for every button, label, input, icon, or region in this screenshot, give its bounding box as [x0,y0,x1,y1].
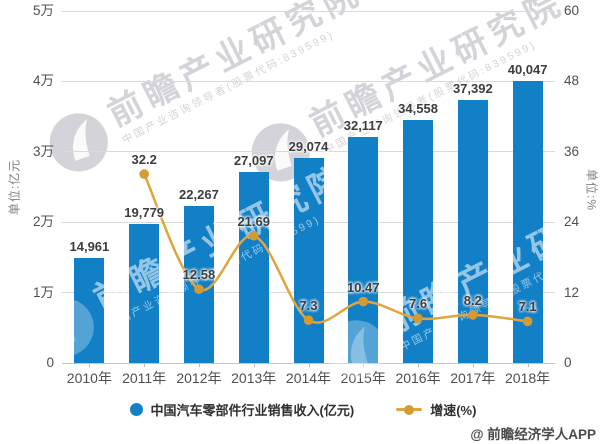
growth-point [139,169,149,179]
growth-point [358,296,369,307]
x-tick-label: 2011年 [122,370,167,386]
growth-point [468,310,478,320]
bar [74,257,105,363]
line-layer [62,11,555,363]
x-tick-label: 2016年 [395,370,441,386]
x-tick-label: 2012年 [176,370,222,386]
x-axis-tick [253,363,255,367]
y-tick-label-right: 0 [564,355,572,370]
x-axis-tick [527,363,529,367]
x-axis-tick [144,363,146,367]
growth-point [413,313,423,324]
y-tick-label-left: 0 [46,355,54,370]
legend-label-growth: 增速(%) [430,403,477,418]
legend-item-revenue: 中国汽车零部件行业销售收入(亿元) [129,400,355,419]
growth-value-label: 7.6 [409,296,428,312]
grid-layer: 2010年 2011年 2012年 2013年 2014年 2015年 2016年 2017年… [62,10,555,386]
bar-value-label: 29,074 [288,139,329,155]
growth-value-label: 10.47 [346,279,380,295]
growth-point [194,284,204,294]
y-tick-label-right: 48 [564,73,580,89]
bars-layer [62,11,555,363]
y-tick-label-left: 1万 [32,284,54,300]
growth-legend-marker-icon [396,405,423,415]
growth-value-label: 8.2 [463,292,482,308]
x-axis-tick [89,363,91,367]
bar-value-label: 14,961 [69,238,110,254]
labels-layer: 14,961 19,779 22,267 27,097 29,074 32,117 34,5… [62,11,555,363]
bar-value-label: 27,097 [233,153,274,169]
plot-area: 2010年 2011年 2012年 2013年 2014年 2015年 2016年 2017年… [35,10,606,386]
bar [512,81,543,363]
gridline [62,151,555,153]
y-tick-label-left: 5万 [32,3,54,18]
gridline [62,80,555,82]
attribution: @ 前瞻经济学人APP [470,427,596,442]
x-tick-label: 2014年 [285,370,332,386]
right-axis-title: 单位:% [584,168,599,212]
y-tick-label-left: 4万 [32,73,54,89]
bar [293,158,324,363]
bar-value-label: 22,267 [179,187,219,203]
x-axis-tick [418,363,420,367]
x-axis-tick [363,363,365,367]
growth-line-svg [139,169,533,327]
growth-value-label: 32.2 [131,152,157,168]
y-tick-label-right: 12 [564,284,580,300]
growth-value-label: 21.69 [237,213,270,229]
y-tick-label-left: 2万 [32,214,54,230]
chart-legend: 中国汽车零部件行业销售收入(亿元) 增速(%) [0,400,606,419]
growth-value-label: 7.1 [518,299,537,315]
bar-value-label: 19,779 [124,204,165,220]
x-axis-tick [198,363,200,367]
x-tick-label: 2017年 [450,370,496,386]
growth-legend-dot [404,405,415,415]
bar [238,172,269,363]
x-axis-tick [472,363,474,367]
growth-point [522,316,533,327]
growth-point [248,230,259,241]
bar-value-label: 34,558 [398,100,438,116]
legend-label-revenue: 中国汽车零部件行业销售收入(亿元) [150,403,355,418]
bar-value-label: 32,117 [343,117,383,133]
growth-point [303,315,314,325]
revenue-legend-marker-icon [129,403,143,416]
x-tick-label: 2018年 [505,370,551,386]
y-tick-label-right: 24 [564,214,580,230]
y-tick-label-right: 36 [564,143,580,159]
bar [129,223,160,363]
bar-value-label: 40,047 [507,62,548,78]
bar-value-label: 37,392 [452,80,493,96]
x-axis-tick [308,363,310,367]
y-tick-label-right: 60 [564,3,580,18]
legend-item-growth: 增速(%) [396,400,476,419]
bar [348,136,379,363]
growth-value-label: 7.3 [299,298,318,314]
growth-value-label: 12.58 [182,267,216,283]
x-tick-label: 2010年 [66,370,112,386]
left-axis-title: 单位:亿元 [7,158,22,216]
x-tick-label: 2015年 [340,370,386,386]
gridline [62,10,555,12]
x-tick-label: 2013年 [231,370,277,386]
y-tick-label-left: 3万 [32,143,54,159]
